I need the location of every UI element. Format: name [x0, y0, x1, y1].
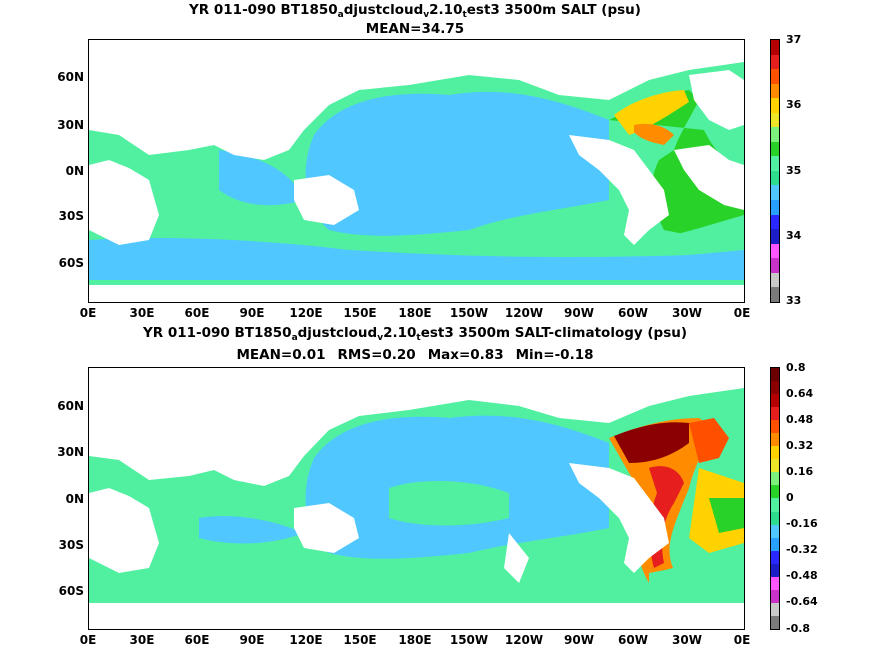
colorbar-label: 0.32	[786, 439, 814, 452]
lon-label: 90E	[239, 306, 265, 320]
lon-label: 30E	[129, 306, 155, 320]
colorbar-segment	[771, 54, 779, 70]
colorbar-label: -0.16	[786, 517, 818, 530]
colorbar-segment	[771, 420, 779, 434]
lat-label: 60N	[57, 399, 84, 413]
colorbar-label: 37	[786, 33, 802, 46]
lon-label: 150E	[343, 633, 377, 647]
colorbar-segment	[771, 459, 779, 473]
lat-label: 0N	[65, 492, 84, 506]
lon-label: 0E	[733, 306, 751, 320]
colorbar-label: 0.64	[786, 387, 814, 400]
colorbar-label: 0.48	[786, 413, 814, 426]
panel1-stats: MEAN=34.75	[365, 21, 465, 37]
lon-label: 120W	[504, 633, 544, 647]
lon-label: 0E	[79, 633, 97, 647]
lon-label: 90E	[239, 633, 265, 647]
colorbar-segment	[771, 83, 779, 99]
colorbar-segment	[771, 272, 779, 288]
colorbar-segment	[771, 407, 779, 421]
lat-label: 0N	[65, 164, 84, 178]
colorbar-segment	[771, 498, 779, 512]
colorbar-segment	[771, 141, 779, 157]
lon-label: 150W	[449, 633, 489, 647]
colorbar-segment	[771, 112, 779, 128]
colorbar-segment	[771, 185, 779, 201]
lat-label: 30S	[58, 538, 84, 552]
lat-label: 30N	[57, 445, 84, 459]
lat-label: 60S	[58, 584, 84, 598]
colorbar-segment	[771, 287, 779, 302]
colorbar-label: 0.16	[786, 465, 814, 478]
colorbar-segment	[771, 563, 779, 577]
colorbar-segment	[771, 602, 779, 616]
lon-label: 180E	[398, 633, 432, 647]
lon-label: 0E	[79, 306, 97, 320]
colorbar-label: -0.48	[786, 569, 818, 582]
lat-label: 30S	[58, 209, 84, 223]
colorbar-label: 0	[786, 491, 794, 504]
lon-label: 60W	[618, 633, 648, 647]
lat-label: 30N	[57, 118, 84, 132]
colorbar-segment	[771, 615, 779, 629]
colorbar-segment	[771, 446, 779, 460]
colorbar-segment	[771, 200, 779, 215]
colorbar-segment	[771, 127, 779, 142]
lat-label: 60N	[57, 70, 84, 84]
lon-label: 150E	[343, 306, 377, 320]
colorbar-label: 33	[786, 294, 802, 307]
colorbar-label: 35	[786, 164, 802, 177]
colorbar-segment	[771, 485, 779, 499]
lon-label: 120E	[289, 633, 323, 647]
colorbar-label: -0.8	[786, 622, 811, 635]
colorbar-segment	[771, 550, 779, 564]
colorbar-segment	[771, 156, 779, 171]
colorbar-segment	[771, 381, 779, 395]
colorbar-segment	[771, 472, 779, 486]
colorbar-segment	[771, 258, 779, 273]
lon-label: 120E	[289, 306, 323, 320]
colorbar-segment	[771, 433, 779, 447]
colorbar	[770, 367, 780, 630]
panel2-stats: MEAN=0.01 RMS=0.20 Max=0.83 Min=-0.18	[236, 347, 594, 363]
lon-label: 90W	[564, 306, 594, 320]
lon-label: 60E	[184, 633, 210, 647]
colorbar-label: -0.64	[786, 595, 818, 608]
lon-label: 150W	[449, 306, 489, 320]
lon-label: 0E	[733, 633, 751, 647]
colorbar-label: 34	[786, 229, 802, 242]
lon-label: 180E	[398, 306, 432, 320]
salt-anomaly-map	[88, 367, 745, 630]
panel1-title: YR 011-090 BT1850adjustcloudv2.10test3 3…	[189, 2, 641, 20]
colorbar-segment	[771, 537, 779, 551]
colorbar-segment	[771, 170, 779, 186]
colorbar-label: -0.32	[786, 543, 818, 556]
colorbar-segment	[771, 589, 779, 603]
lon-label: 30W	[672, 306, 702, 320]
lon-label: 60W	[618, 306, 648, 320]
lon-label: 90W	[564, 633, 594, 647]
colorbar-label: 0.8	[786, 361, 806, 374]
lon-label: 30E	[129, 633, 155, 647]
colorbar-segment	[771, 229, 779, 244]
lon-label: 60E	[184, 306, 210, 320]
colorbar-segment	[771, 40, 779, 55]
colorbar-segment	[771, 368, 779, 382]
salt-map	[88, 39, 745, 303]
colorbar-segment	[771, 69, 779, 84]
colorbar-segment	[771, 98, 779, 113]
lon-label: 30W	[672, 633, 702, 647]
colorbar-segment	[771, 394, 779, 408]
colorbar	[770, 39, 780, 303]
colorbar-segment	[771, 524, 779, 538]
panel2-title: YR 011-090 BT1850adjustcloudv2.10test3 3…	[142, 325, 688, 343]
lon-label: 120W	[504, 306, 544, 320]
colorbar-segment	[771, 243, 779, 259]
colorbar-segment	[771, 511, 779, 525]
colorbar-segment	[771, 214, 779, 230]
lat-label: 60S	[58, 256, 84, 270]
colorbar-segment	[771, 576, 779, 590]
colorbar-label: 36	[786, 98, 802, 111]
